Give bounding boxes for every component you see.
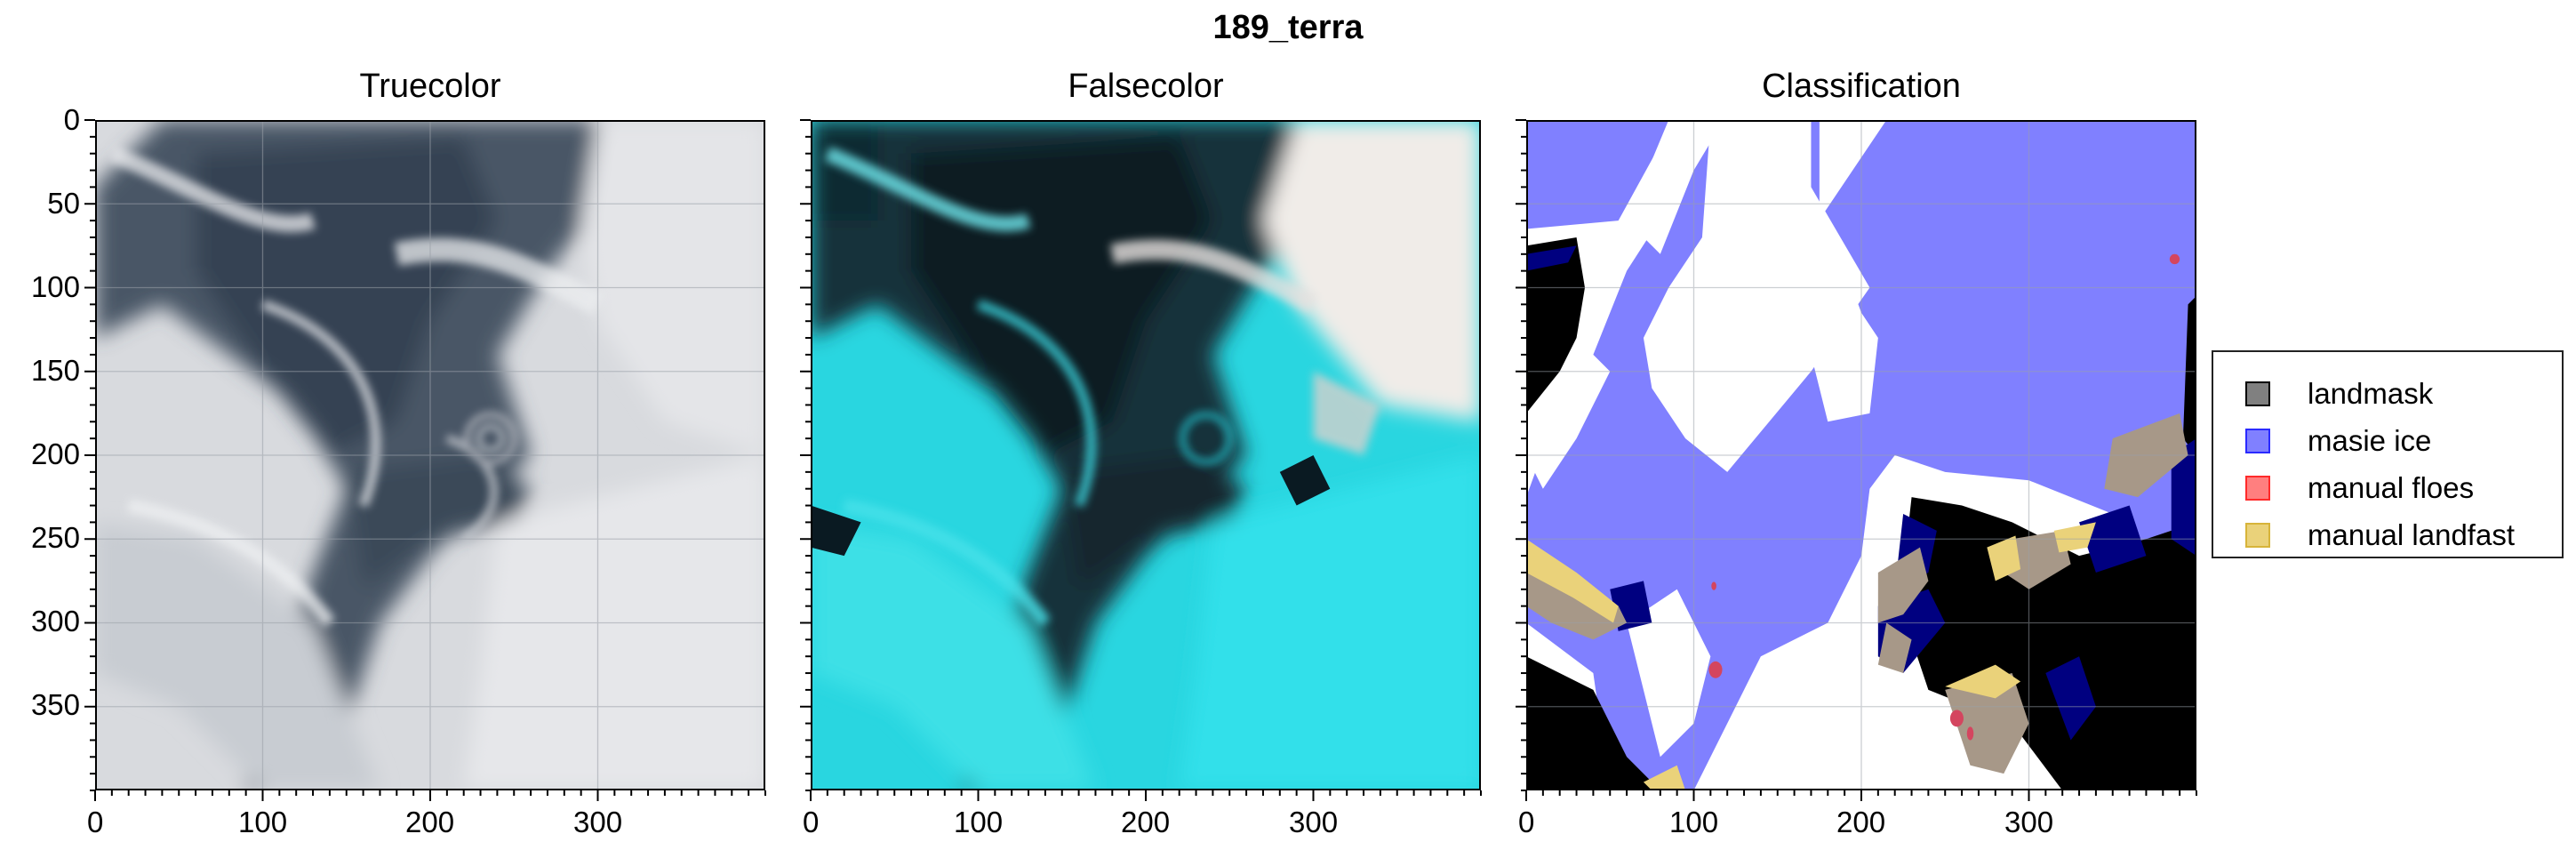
- x-tick-label: 300: [573, 806, 623, 838]
- legend-label: masie ice: [2308, 424, 2432, 457]
- legend-label: manual landfast: [2308, 518, 2515, 551]
- y-tick-label: 350: [30, 688, 80, 721]
- legend-swatch-landmask: [2245, 381, 2270, 406]
- legend-label: landmask: [2308, 377, 2434, 410]
- y-tick-label: 250: [30, 521, 80, 554]
- classification-map: [1526, 120, 2196, 790]
- legend-item-masie-ice: masie ice: [2245, 419, 2431, 463]
- legend-swatch-manual-landfast: [2245, 523, 2270, 548]
- y-tick-label: 200: [30, 437, 80, 470]
- panel-title-classification: Classification: [1762, 68, 1961, 105]
- panel-title-falsecolor: Falsecolor: [1068, 68, 1224, 105]
- y-tick-label: 300: [30, 605, 80, 637]
- x-tick-label: 100: [1669, 806, 1719, 838]
- x-tick-label: 200: [405, 806, 455, 838]
- legend: landmask masie ice manual floes manual l…: [2212, 350, 2564, 558]
- y-tick-label: 150: [30, 354, 80, 387]
- x-tick-label: 0: [1518, 806, 1535, 838]
- x-tick-label: 300: [1289, 806, 1339, 838]
- y-tick-label: 100: [30, 270, 80, 303]
- y-tick-label: 0: [63, 103, 80, 136]
- falsecolor-image-panel: [811, 120, 1481, 790]
- figure-suptitle: 189_terra: [1212, 9, 1364, 46]
- truecolor-satellite-image: [95, 120, 765, 790]
- truecolor-image-panel: [95, 120, 765, 790]
- x-tick-label: 100: [954, 806, 1004, 838]
- legend-swatch-manual-floes: [2245, 476, 2270, 501]
- classification-map-panel: [1526, 120, 2196, 790]
- x-tick-label: 100: [238, 806, 288, 838]
- legend-item-manual-floes: manual floes: [2245, 466, 2474, 510]
- falsecolor-satellite-image: [811, 120, 1481, 790]
- y-tick-label: 50: [47, 187, 80, 220]
- legend-label: manual floes: [2308, 471, 2475, 504]
- legend-item-landmask: landmask: [2245, 372, 2433, 416]
- x-tick-label: 0: [87, 806, 104, 838]
- panel-title-truecolor: Truecolor: [359, 68, 501, 105]
- x-tick-label: 200: [1836, 806, 1886, 838]
- legend-item-manual-landfast: manual landfast: [2245, 513, 2515, 557]
- legend-swatch-masie-ice: [2245, 429, 2270, 453]
- x-tick-label: 300: [2004, 806, 2054, 838]
- x-tick-label: 200: [1121, 806, 1171, 838]
- x-tick-label: 0: [803, 806, 820, 838]
